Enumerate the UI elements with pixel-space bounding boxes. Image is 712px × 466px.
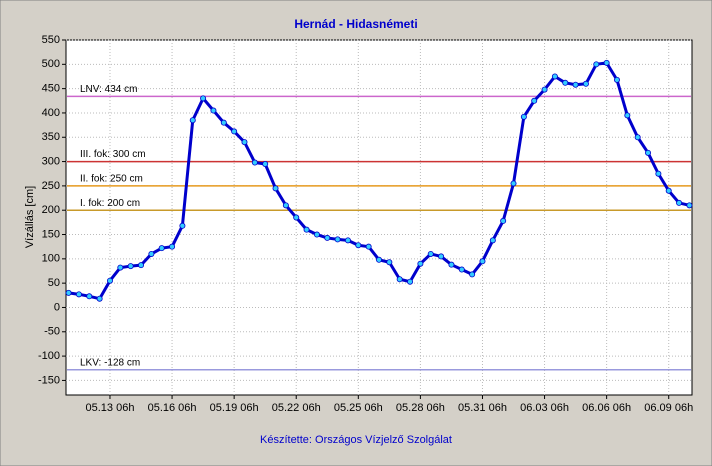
y-tick-label: 200 <box>42 204 60 216</box>
y-tick-label: 500 <box>42 58 60 70</box>
y-tick-label: 250 <box>42 180 60 192</box>
x-tick-label: 05.22 06h <box>272 402 321 414</box>
data-point <box>500 217 507 224</box>
plot-area <box>65 39 693 396</box>
data-point <box>407 278 414 285</box>
y-tick-label: 350 <box>42 131 60 143</box>
data-point <box>313 231 320 238</box>
data-point <box>427 250 434 257</box>
data-point <box>96 295 103 302</box>
data-point <box>158 245 165 252</box>
y-tick-label: -50 <box>44 326 60 338</box>
data-point <box>572 81 579 88</box>
y-tick-label: 50 <box>48 277 60 289</box>
data-point <box>665 187 672 194</box>
data-point <box>479 258 486 265</box>
chart-title: Hernád - Hidasnémeti <box>294 17 417 31</box>
data-point <box>593 61 600 68</box>
data-point <box>231 128 238 135</box>
data-point <box>510 180 517 187</box>
data-point <box>676 199 683 206</box>
data-point <box>303 226 310 233</box>
y-tick-label: 550 <box>42 34 60 46</box>
x-tick-label: 06.03 06h <box>520 402 569 414</box>
reference-label: LNV: 434 cm <box>80 84 137 95</box>
y-tick-label: 0 <box>54 301 60 313</box>
data-point <box>344 237 351 244</box>
data-point <box>251 159 258 166</box>
data-point <box>65 289 72 296</box>
data-point <box>603 59 610 66</box>
y-tick-label: 400 <box>42 107 60 119</box>
data-point <box>582 80 589 87</box>
data-point <box>179 222 186 229</box>
data-point <box>375 256 382 263</box>
y-tick-label: 150 <box>42 228 60 240</box>
data-point <box>417 260 424 267</box>
data-point <box>200 95 207 102</box>
y-tick-label: -150 <box>38 374 60 386</box>
x-tick-label: 05.13 06h <box>86 402 135 414</box>
y-tick-label: 100 <box>42 253 60 265</box>
data-point <box>562 79 569 86</box>
y-tick-label: 450 <box>42 83 60 95</box>
y-tick-label: -100 <box>38 350 60 362</box>
data-point <box>686 202 693 209</box>
x-tick-label: 05.31 06h <box>458 402 507 414</box>
data-point <box>645 149 652 156</box>
data-point <box>365 243 372 250</box>
data-point <box>438 253 445 260</box>
data-point <box>169 243 176 250</box>
data-point <box>541 86 548 93</box>
data-point <box>531 97 538 104</box>
data-point <box>189 117 196 124</box>
data-point <box>624 112 631 119</box>
data-point <box>458 266 465 273</box>
data-point <box>148 250 155 257</box>
x-tick-label: 06.06 06h <box>582 402 631 414</box>
data-point <box>220 119 227 126</box>
y-axis-label: Vízállás [cm] <box>24 186 36 248</box>
data-point <box>551 73 558 80</box>
data-point <box>138 262 145 269</box>
data-point <box>272 185 279 192</box>
reference-label: LKV: -128 cm <box>80 357 140 368</box>
data-point <box>469 271 476 278</box>
data-point <box>355 242 362 249</box>
data-point <box>448 261 455 268</box>
footer: Készítette: Országos Vízjelző Szolgálat <box>260 434 452 446</box>
data-point <box>613 76 620 83</box>
data-point <box>106 277 113 284</box>
data-point <box>655 170 662 177</box>
data-point <box>634 134 641 141</box>
x-tick-label: 05.19 06h <box>210 402 259 414</box>
data-point <box>86 293 93 300</box>
data-point <box>282 202 289 209</box>
data-point <box>262 161 269 168</box>
reference-label: II. fok: 250 cm <box>80 174 143 185</box>
data-point <box>117 264 124 271</box>
x-tick-label: 05.28 06h <box>396 402 445 414</box>
reference-label: III. fok: 300 cm <box>80 149 146 160</box>
x-tick-label: 05.25 06h <box>334 402 383 414</box>
data-point <box>75 291 82 298</box>
reference-label: I. fok: 200 cm <box>80 198 140 209</box>
data-point <box>489 237 496 244</box>
data-point <box>386 259 393 266</box>
data-point <box>127 263 134 270</box>
data-point <box>293 214 300 221</box>
data-point <box>324 234 331 241</box>
data-point <box>520 113 527 120</box>
y-tick-label: 300 <box>42 155 60 167</box>
data-point <box>334 236 341 243</box>
data-point <box>396 276 403 283</box>
x-tick-label: 06.09 06h <box>644 402 693 414</box>
data-point <box>210 107 217 114</box>
data-point <box>241 139 248 146</box>
x-tick-label: 05.16 06h <box>148 402 197 414</box>
